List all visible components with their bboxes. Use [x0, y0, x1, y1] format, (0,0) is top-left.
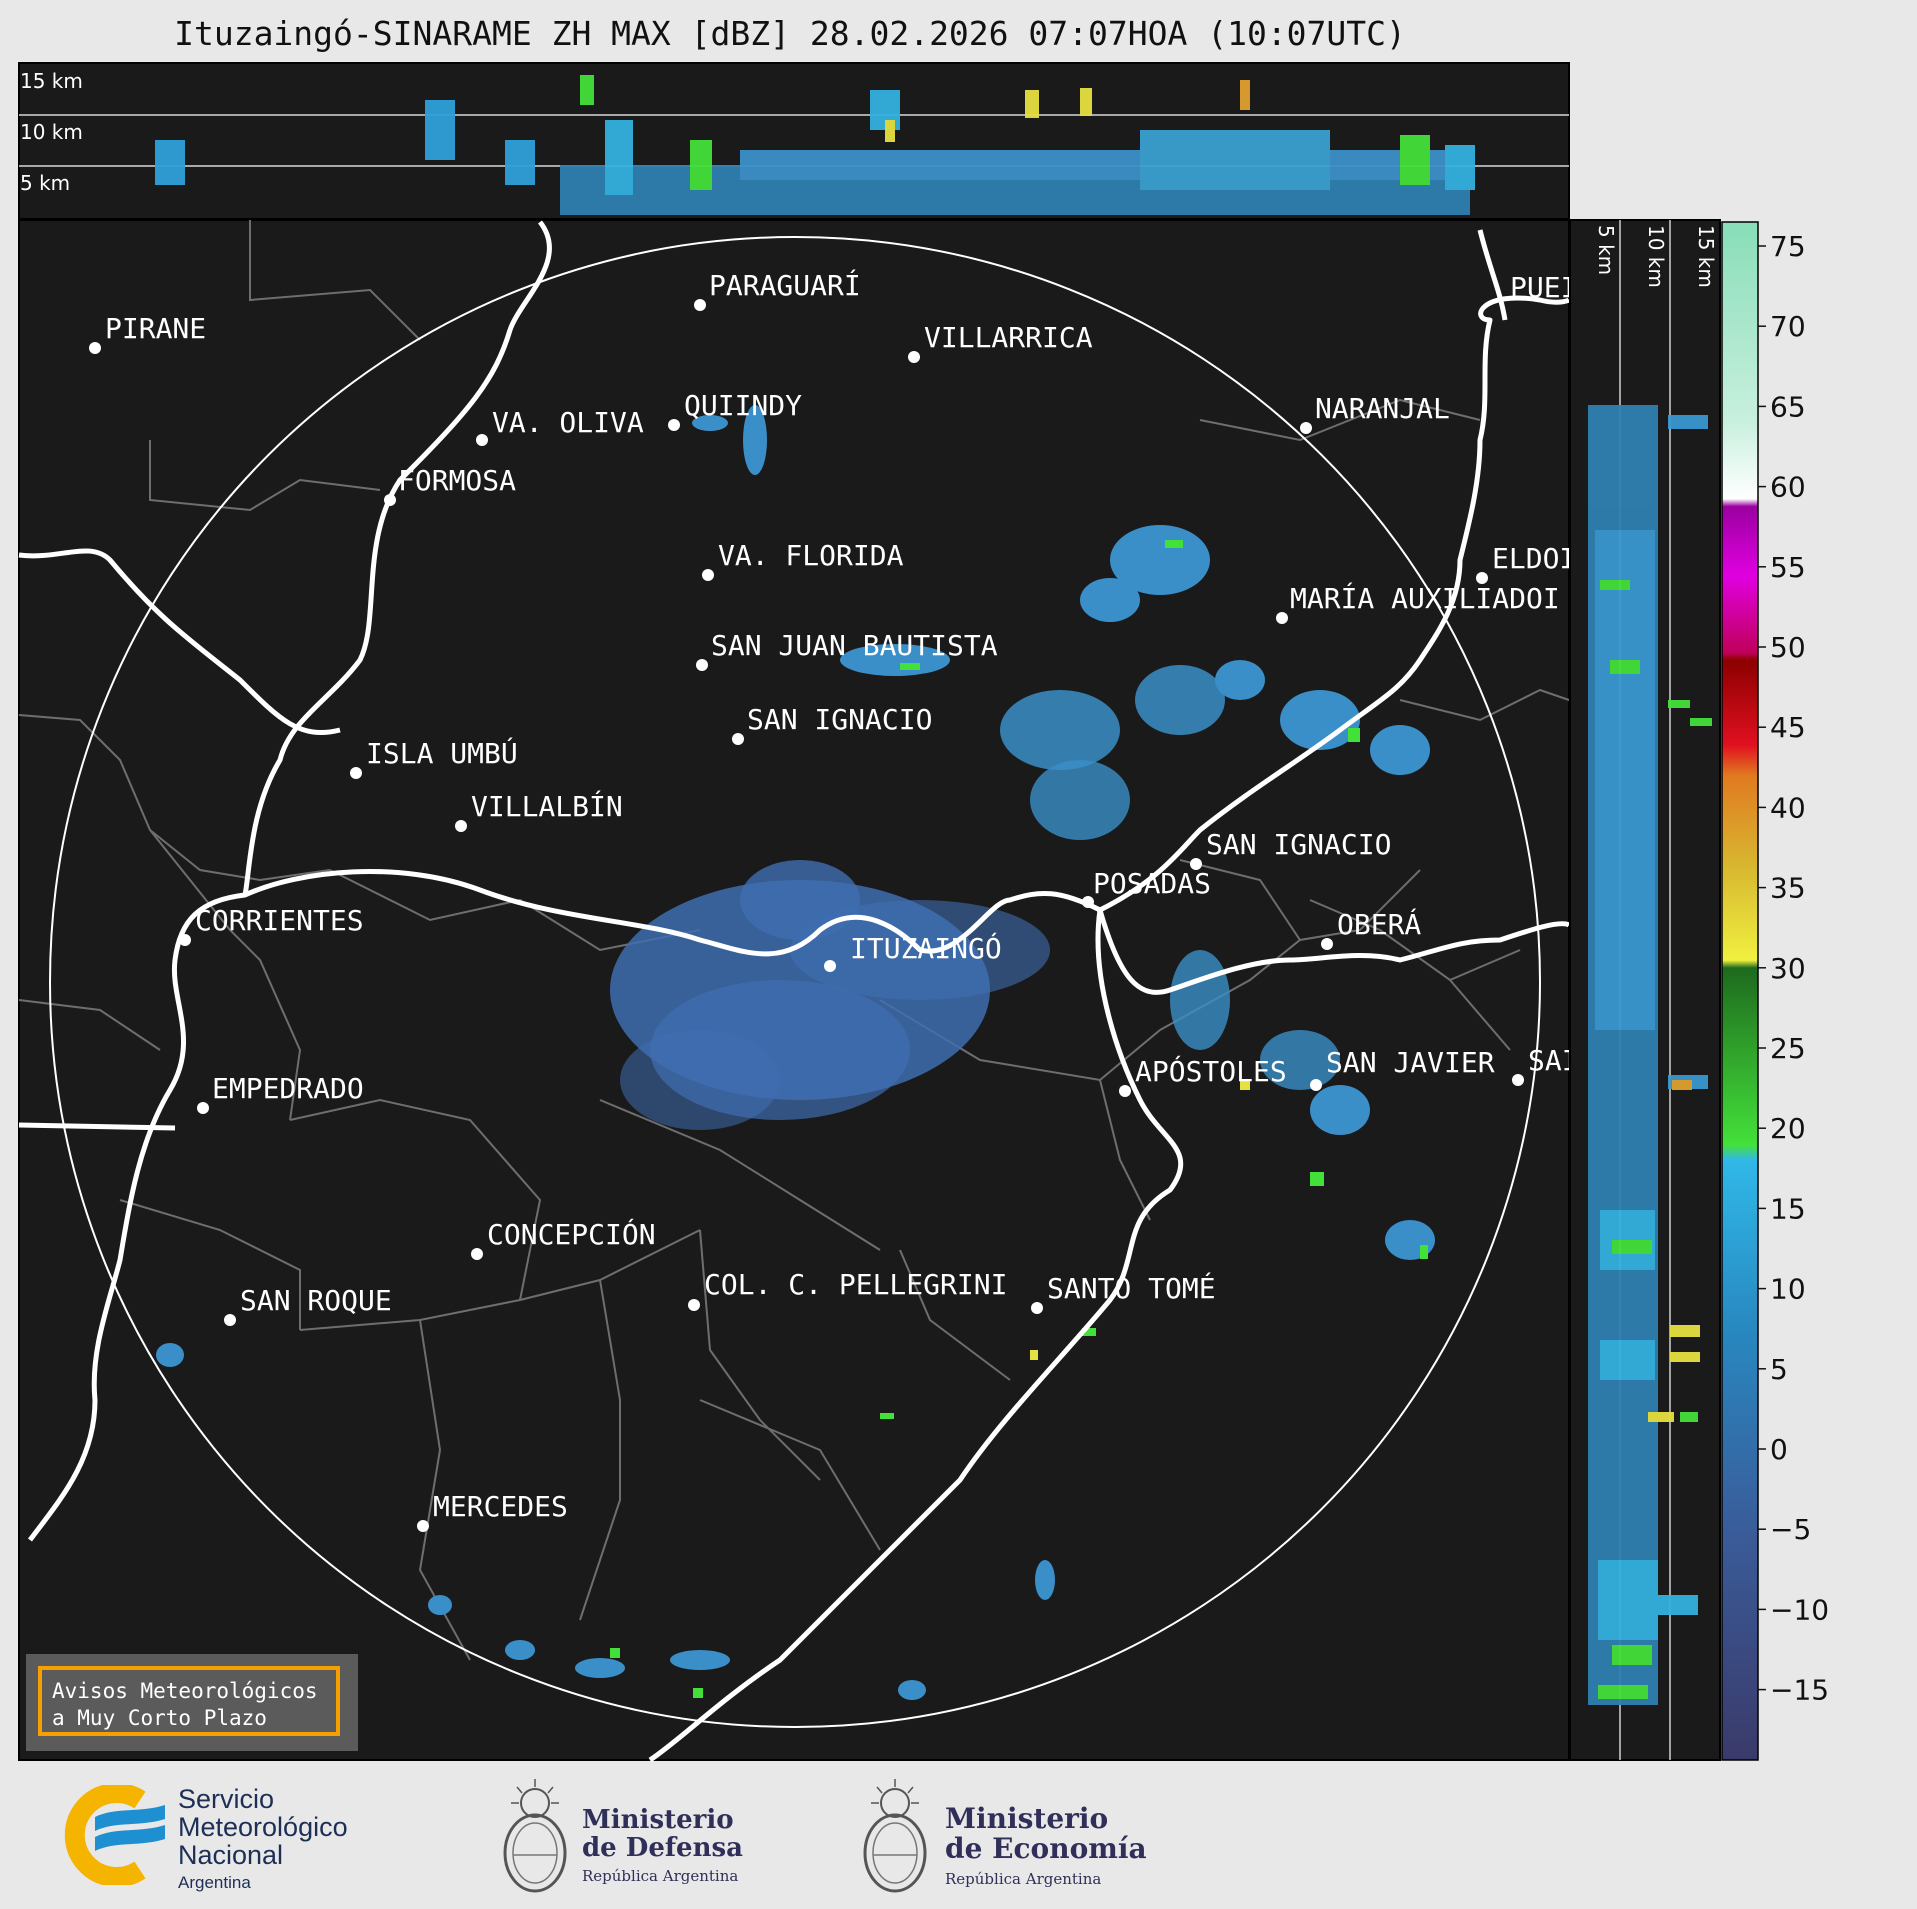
radar-echoes — [156, 405, 1435, 1700]
place-label: SAN JAVIER — [1326, 1046, 1495, 1079]
colorbar-tick-label: 50 — [1770, 631, 1806, 664]
notice-box: Avisos Meteorológicos a Muy Corto Plazo — [38, 1666, 340, 1736]
colorbar-tick-label: 20 — [1770, 1112, 1806, 1145]
smn-line-1: Servicio — [178, 1784, 275, 1814]
smn-line-4: Argentina — [178, 1873, 251, 1892]
rivers-borders — [18, 220, 1571, 1763]
defensa-line-3: República Argentina — [582, 1867, 739, 1885]
map-panel: PIRANE PARAGUARÍ VILLARRICA QUIINDY VA. … — [18, 219, 1579, 1763]
notice-line-1: Avisos Meteorológicos — [52, 1679, 318, 1703]
defensa-logo-text: Ministerio de Defensa República Argentin… — [582, 1806, 743, 1890]
colorbar-tick-label: 35 — [1770, 872, 1806, 905]
colorbar-tick-label: 5 — [1770, 1353, 1788, 1386]
chart-title: Ituzaingó-SINARAME ZH MAX [dBZ] 28.02.20… — [174, 14, 1406, 53]
top-alt-label-15: 15 km — [20, 69, 83, 93]
smn-line-3: Nacional — [178, 1840, 284, 1870]
colorbar-tick-label: 75 — [1770, 230, 1806, 263]
side-alt-label-5: 5 km — [1594, 225, 1618, 275]
place-label: SAN ROQUE — [240, 1284, 392, 1317]
place-label: CONCEPCIÓN — [487, 1217, 656, 1251]
place-label: VA. FLORIDA — [718, 539, 904, 572]
place-label: VILLARRICA — [924, 321, 1093, 354]
place-label: SAN IGNACIO — [1206, 828, 1391, 861]
place-label: COL. C. PELLEGRINI — [704, 1268, 1007, 1301]
colorbar — [1721, 221, 1759, 1761]
place-label: PIRANE — [105, 312, 206, 345]
place-label: ITUZAINGÓ — [850, 931, 1002, 965]
place-label: ELDOI — [1492, 542, 1576, 575]
colorbar-tick-label: 70 — [1770, 310, 1806, 343]
place-label: NARANJAL — [1315, 392, 1450, 425]
smn-line-2: Meteorológico — [178, 1812, 348, 1842]
place-label: VILLALBÍN — [471, 789, 623, 823]
place-label: ISLA UMBÚ — [366, 736, 518, 770]
place-label: POSADAS — [1093, 867, 1211, 900]
place-label: SAN IGNACIO — [747, 703, 932, 736]
colorbar-tick-label: 30 — [1770, 952, 1806, 985]
place-label: OBERÁ — [1337, 907, 1421, 941]
place-label: CORRIENTES — [195, 904, 364, 937]
place-label: VA. OLIVA — [492, 406, 644, 439]
colorbar-tick-label: 55 — [1770, 551, 1806, 584]
economia-line-2: de Economía — [945, 1832, 1147, 1865]
smn-logo-icon — [64, 1785, 165, 1885]
top-alt-label-10: 10 km — [20, 120, 83, 144]
colorbar-tick-label: 40 — [1770, 791, 1806, 824]
place-label: FORMOSA — [398, 464, 516, 497]
economia-line-1: Ministerio — [945, 1802, 1109, 1835]
colorbar-tick-label: 0 — [1770, 1433, 1788, 1466]
place-labels: PIRANE PARAGUARÍ VILLARRICA QUIINDY VA. … — [105, 268, 1579, 1523]
colorbar-tick-label: −10 — [1770, 1593, 1829, 1626]
place-label: PARAGUARÍ — [709, 268, 861, 302]
economia-line-3: República Argentina — [945, 1870, 1102, 1888]
place-label: SAN JUAN BAUTISTA — [711, 629, 998, 662]
smn-logo-text: Servicio Meteorológico Nacional Argentin… — [178, 1785, 348, 1897]
economia-logo-text: Ministerio de Economía República Argenti… — [945, 1804, 1147, 1894]
place-label: EMPEDRADO — [212, 1072, 364, 1105]
place-label: APÓSTOLES — [1135, 1054, 1287, 1088]
colorbar-tick-label: 65 — [1770, 390, 1806, 423]
colorbar-tick-label: 25 — [1770, 1032, 1806, 1065]
colorbar-tick-label: 15 — [1770, 1192, 1806, 1225]
defensa-line-2: de Defensa — [582, 1833, 743, 1863]
place-label: QUIINDY — [684, 389, 802, 422]
place-label: PUEI — [1510, 271, 1577, 304]
colorbar-tick-label: 45 — [1770, 711, 1806, 744]
top-cross-section-panel: 15 km 10 km 5 km — [18, 62, 1570, 220]
coat-of-arms-icon — [503, 1779, 567, 1893]
defensa-line-1: Ministerio — [582, 1805, 734, 1835]
place-label: MARÍA AUXILIADOI — [1290, 581, 1560, 615]
colorbar-tick-label: 10 — [1770, 1273, 1806, 1306]
side-cross-section-panel: 5 km 10 km 15 km — [1569, 219, 1721, 1761]
place-label: MERCEDES — [433, 1490, 568, 1523]
top-alt-label-5: 5 km — [20, 171, 70, 195]
colorbar-tick-label: 60 — [1770, 471, 1806, 504]
notice-line-2: a Muy Corto Plazo — [52, 1706, 267, 1730]
colorbar-tick-label: −15 — [1770, 1674, 1829, 1707]
coat-of-arms-icon — [863, 1779, 927, 1893]
place-markers — [89, 299, 1524, 1532]
colorbar-tick-label: −5 — [1770, 1513, 1811, 1546]
side-alt-label-10: 10 km — [1644, 225, 1668, 288]
side-alt-label-15: 15 km — [1694, 225, 1718, 288]
place-label: SANTO TOMÉ — [1047, 1271, 1216, 1305]
range-ring — [49, 236, 1541, 1728]
